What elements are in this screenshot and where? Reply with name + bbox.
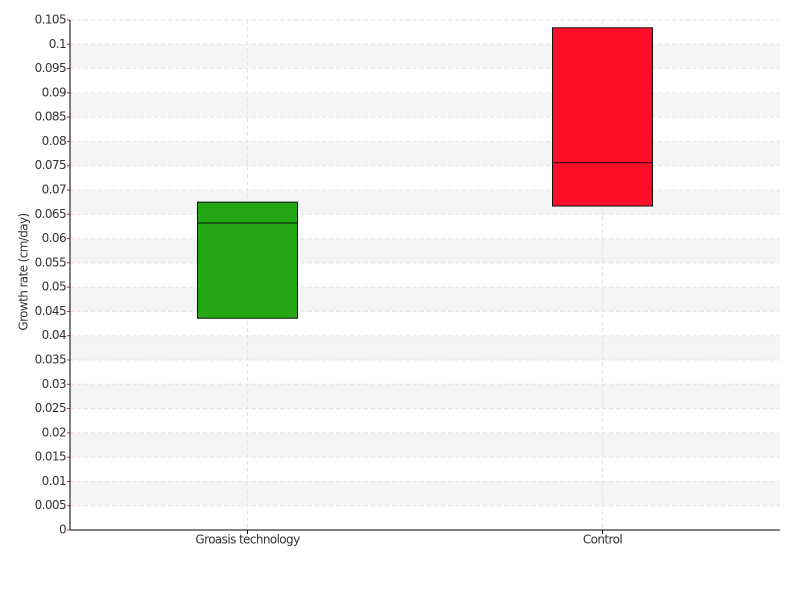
y-axis-label: Growth rate (cm/day): [17, 213, 31, 330]
y-tick-label: 0.105: [35, 13, 66, 27]
y-tick-label: 0: [59, 523, 66, 537]
box: [197, 201, 298, 319]
y-tick-label: 0.02: [42, 425, 66, 439]
box: [552, 27, 653, 207]
grid-band: [70, 238, 780, 263]
y-tick-label: 0.045: [35, 304, 66, 318]
grid-band: [70, 432, 780, 458]
y-tick-label: 0.06: [42, 231, 66, 245]
y-tick-label: 0.01: [42, 474, 66, 488]
grid-band: [70, 92, 780, 118]
y-tick-label: 0.03: [42, 377, 66, 391]
y-tick-label: 0.005: [35, 498, 66, 512]
y-tick-label: 0.015: [35, 450, 66, 464]
y-tick-label: 0.05: [42, 280, 66, 294]
grid-band: [70, 141, 780, 166]
grid-band: [70, 384, 780, 409]
grid-band: [70, 335, 780, 360]
y-tick-label: 0.08: [42, 134, 66, 148]
y-tick-label: 0.055: [35, 255, 66, 269]
grid-band: [70, 481, 780, 506]
x-tick-label: Groasis technology: [195, 533, 300, 547]
y-tick-label: 0.04: [42, 328, 66, 342]
y-tick-label: 0.025: [35, 401, 66, 415]
grid-band: [70, 190, 780, 215]
x-tick-label: Control: [583, 533, 622, 547]
y-tick-label: 0.075: [35, 158, 66, 172]
y-tick-label: 0.085: [35, 110, 66, 124]
y-tick-label: 0.065: [35, 207, 66, 221]
y-tick-label: 0.035: [35, 353, 66, 367]
y-tick-label: 0.095: [35, 61, 66, 75]
grid-band: [70, 287, 780, 312]
y-tick-label: 0.1: [49, 37, 66, 51]
y-tick-label: 0.09: [42, 85, 66, 99]
y-tick-label: 0.07: [42, 183, 66, 197]
grid-band: [70, 44, 780, 69]
